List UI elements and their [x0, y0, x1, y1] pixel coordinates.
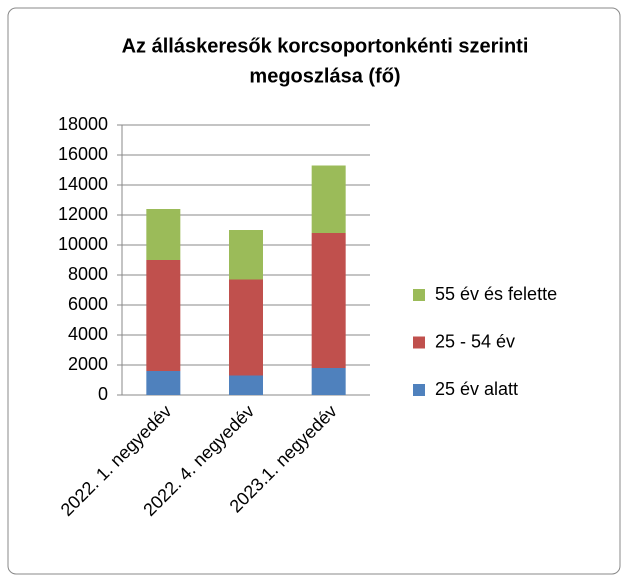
bar-segment — [311, 165, 346, 233]
y-tick-label: 18000 — [58, 114, 108, 134]
legend-label: 25 év alatt — [435, 379, 518, 399]
bar-segment — [311, 368, 346, 395]
y-tick-label: 0 — [98, 384, 108, 404]
bar-segment — [146, 209, 181, 260]
chart-title: megoszlása (fő) — [249, 65, 400, 87]
y-tick-label: 2000 — [68, 354, 108, 374]
chart-title: Az álláskeresők korcsoportonkénti szerin… — [122, 35, 529, 57]
y-tick-label: 8000 — [68, 264, 108, 284]
y-tick-label: 4000 — [68, 324, 108, 344]
legend-swatch — [413, 289, 425, 301]
legend-swatch — [413, 336, 425, 349]
bar-segment — [146, 260, 181, 371]
legend-swatch — [413, 384, 425, 396]
legend-label: 25 - 54 év — [435, 331, 515, 351]
bar-segment — [311, 233, 346, 368]
y-tick-label: 6000 — [68, 294, 108, 314]
bar-segment — [146, 371, 181, 395]
y-tick-label: 16000 — [58, 144, 108, 164]
legend-label: 55 év és felette — [435, 284, 557, 304]
bar-segment — [229, 375, 263, 395]
y-tick-label: 14000 — [58, 174, 108, 194]
y-tick-label: 12000 — [58, 204, 108, 224]
bar-segment — [229, 279, 263, 376]
y-tick-label: 10000 — [58, 234, 108, 254]
bar-segment — [229, 230, 263, 280]
